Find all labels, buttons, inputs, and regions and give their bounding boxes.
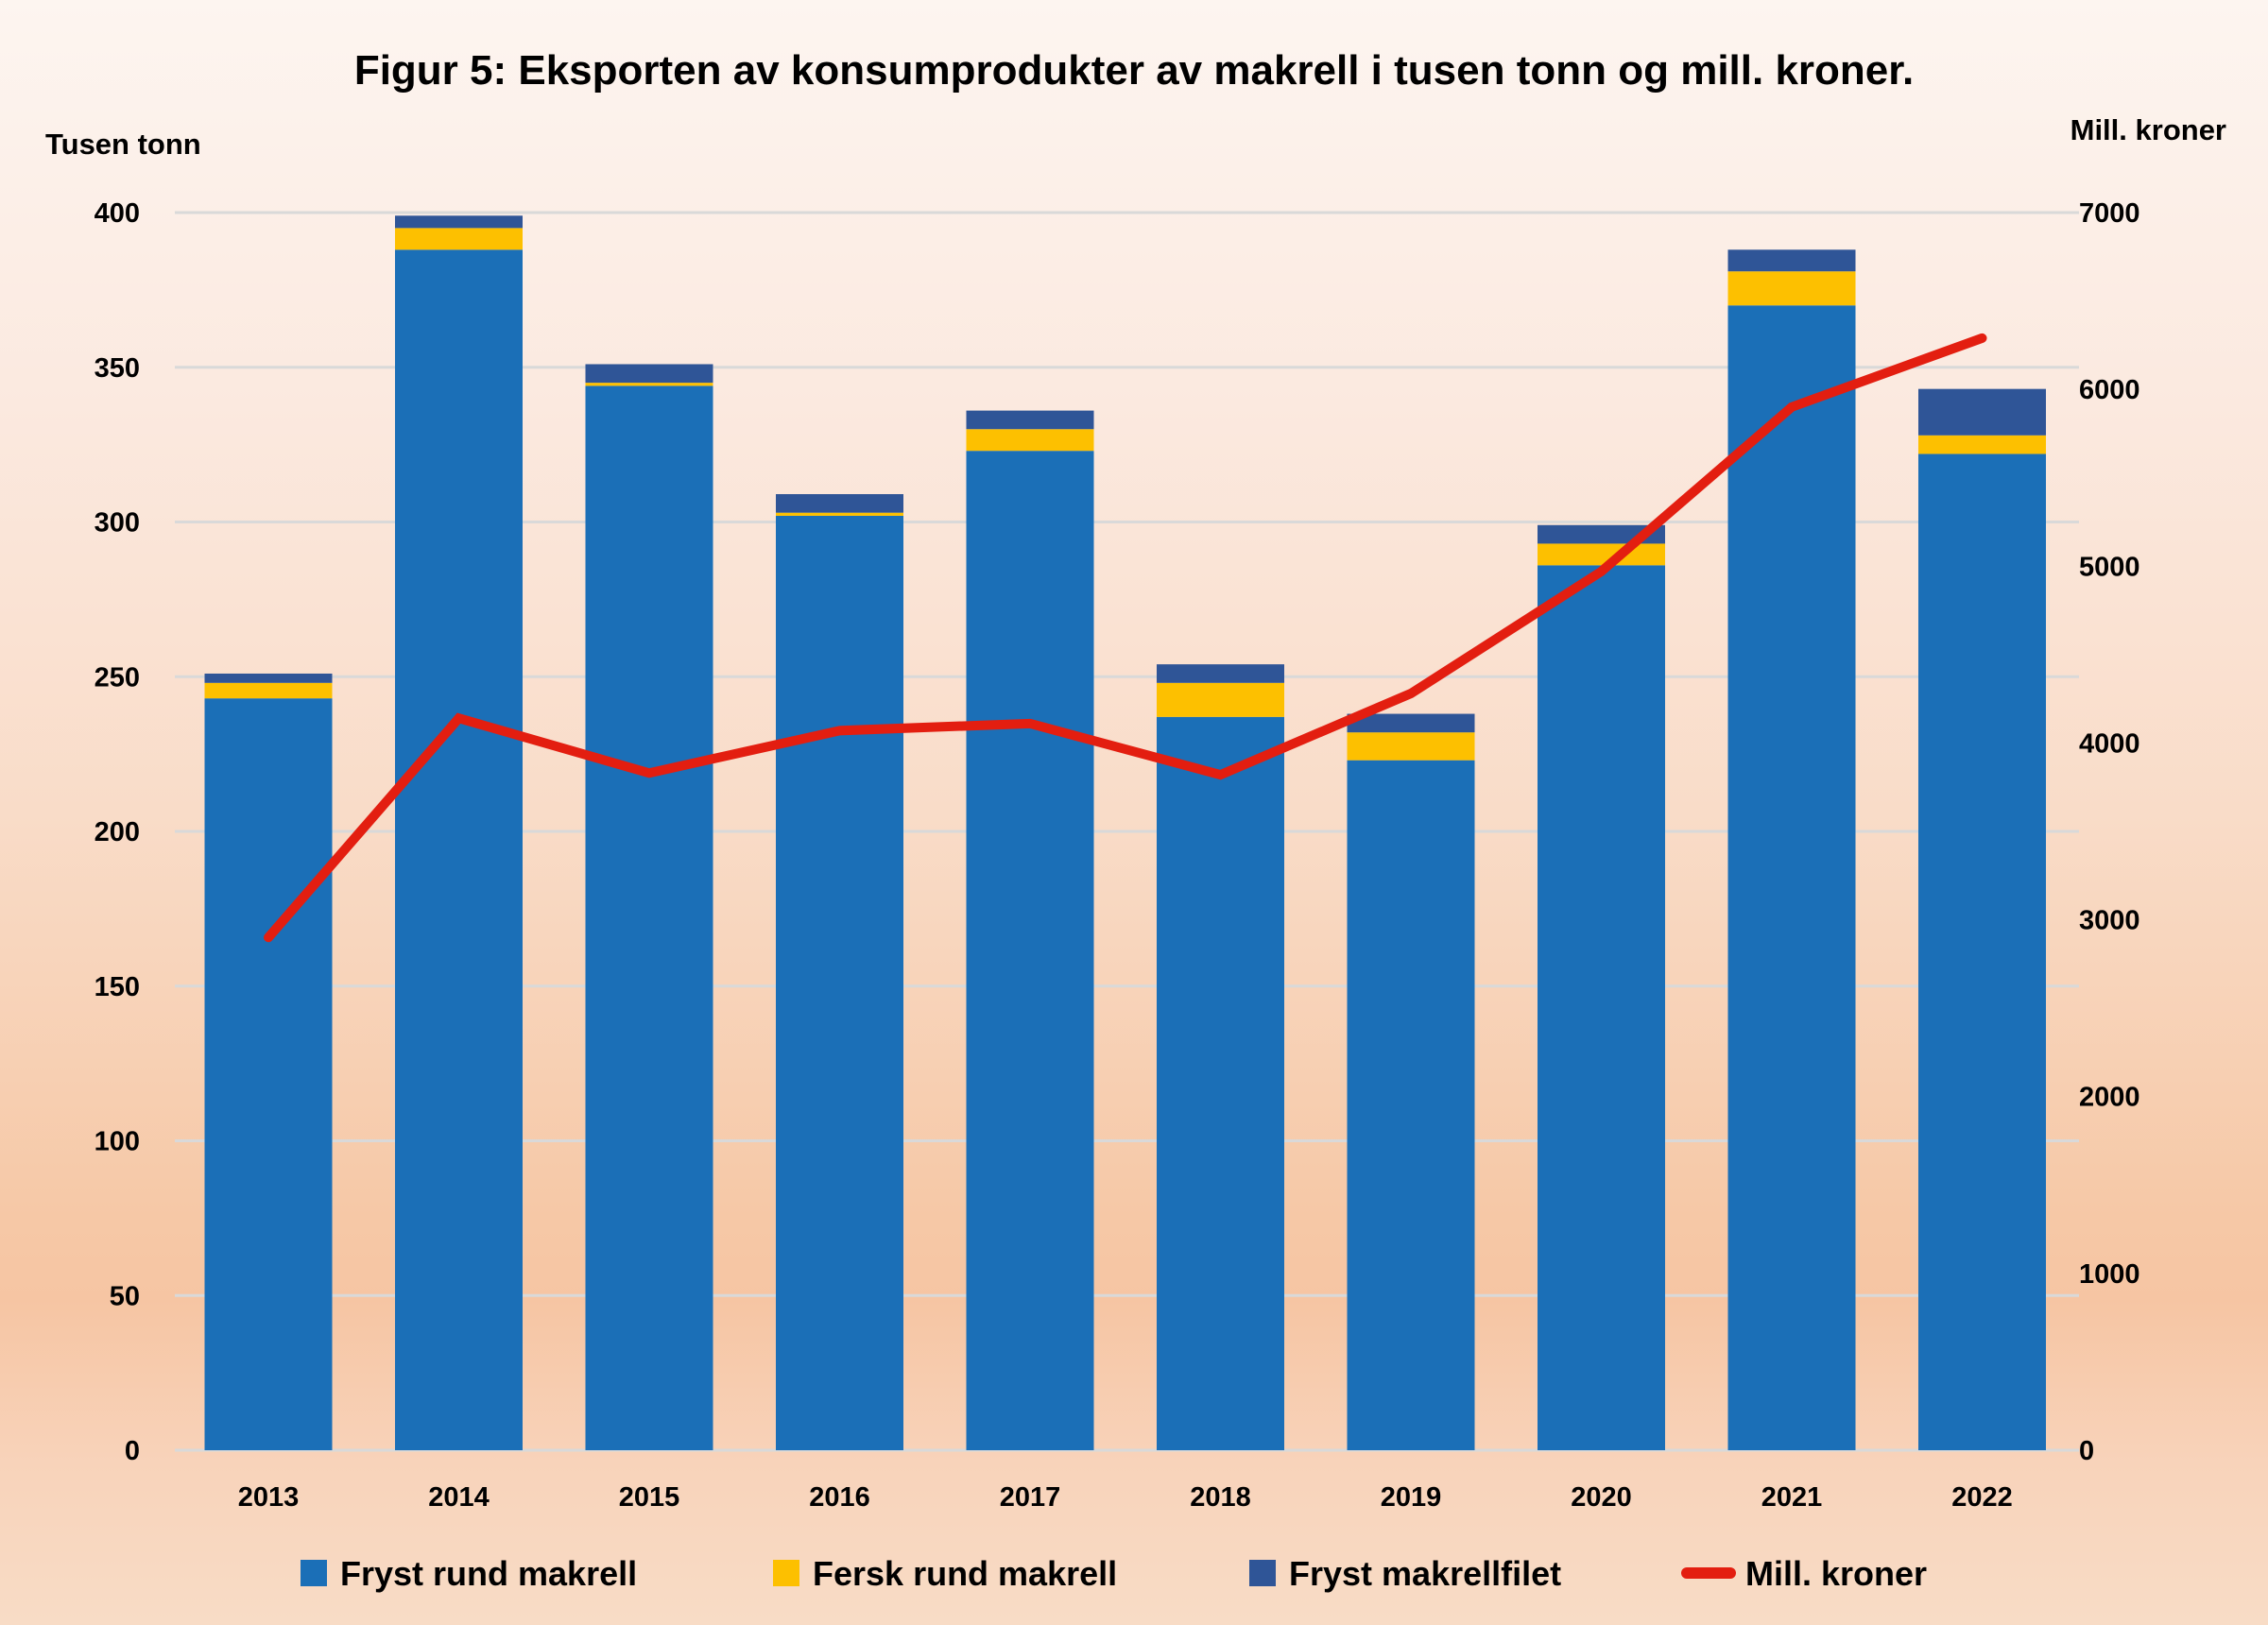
- x-tick-label: 2017: [1000, 1482, 1061, 1513]
- bar-segment-fersk-rund-makrell: [1347, 732, 1475, 761]
- y-tick-label-left: 350: [94, 353, 140, 384]
- bar-segment-fryst-rund-makrell: [966, 451, 1094, 1450]
- bar-segment-fersk-rund-makrell: [585, 383, 713, 386]
- x-tick-label: 2019: [1381, 1482, 1442, 1513]
- y-axis-right: 0 1000 2000 3000 4000 5000 6000 7000: [2079, 198, 2140, 1466]
- y-tick-label-right: 0: [2079, 1436, 2094, 1466]
- legend-swatch: [1249, 1560, 1276, 1586]
- y-tick-label-left: 200: [94, 817, 140, 847]
- bar-segment-fryst-rund-makrell: [1918, 453, 2046, 1451]
- bar-segment-fryst-makrellfilet: [1347, 713, 1475, 733]
- bar-segment-fersk-rund-makrell: [395, 228, 523, 250]
- y-tick-label-right: 2000: [2079, 1083, 2140, 1113]
- legend-label: Fryst rund makrell: [340, 1554, 637, 1593]
- y-axis-left-title: Tusen tonn: [45, 128, 201, 161]
- x-tick-label: 2021: [1761, 1482, 1823, 1513]
- bar-segment-fryst-rund-makrell: [585, 385, 713, 1450]
- bar-segment-fryst-makrellfilet: [776, 494, 903, 513]
- legend: Fryst rund makrell Fersk rund makrell Frys…: [301, 1554, 1927, 1593]
- x-tick-label: 2020: [1571, 1482, 1632, 1513]
- bar-segment-fryst-rund-makrell: [204, 698, 333, 1450]
- bar-segment-fersk-rund-makrell: [776, 512, 903, 516]
- y-tick-label-right: 7000: [2079, 198, 2140, 229]
- y-tick-label-right: 4000: [2079, 728, 2140, 759]
- bar-segment-fryst-rund-makrell: [395, 249, 523, 1450]
- bar-segment-fersk-rund-makrell: [1727, 271, 1856, 306]
- bar-segment-fryst-rund-makrell: [776, 515, 903, 1450]
- y-tick-label-right: 1000: [2079, 1259, 2140, 1290]
- x-tick-label: 2016: [809, 1482, 870, 1513]
- y-tick-label-left: 100: [94, 1127, 140, 1157]
- y-tick-label-right: 5000: [2079, 552, 2140, 582]
- x-tick-label: 2022: [1951, 1482, 2013, 1513]
- line-series-mill-kroner: [264, 333, 1987, 943]
- x-axis: 2013 2014 2015 2016 2017 2018 2019 2020 2021 2022: [238, 1482, 2013, 1513]
- bar-segment-fryst-makrellfilet: [395, 215, 523, 229]
- legend-swatch: [301, 1560, 327, 1586]
- y-tick-label-left: 0: [125, 1436, 140, 1466]
- y-axis-right-title: Mill. kroner: [2070, 113, 2226, 146]
- x-tick-label: 2018: [1190, 1482, 1251, 1513]
- bar-segment-fersk-rund-makrell: [966, 429, 1094, 452]
- x-tick-label: 2013: [238, 1482, 300, 1513]
- bar-segment-fersk-rund-makrell: [1157, 682, 1284, 717]
- y-axis-left: 0 50 100 150 200 250 300 350 400: [94, 198, 140, 1466]
- y-tick-label-right: 6000: [2079, 375, 2140, 405]
- x-tick-label: 2015: [619, 1482, 680, 1513]
- y-tick-label-right: 3000: [2079, 906, 2140, 936]
- bar-segment-fryst-rund-makrell: [1538, 565, 1665, 1450]
- bar-segment-fryst-makrellfilet: [1727, 249, 1856, 272]
- bar-segment-fersk-rund-makrell: [1538, 543, 1665, 566]
- y-tick-label-left: 150: [94, 972, 140, 1002]
- legend-label: Fersk rund makrell: [813, 1554, 1117, 1593]
- y-tick-label-left: 400: [94, 198, 140, 229]
- bar-segment-fryst-makrellfilet: [204, 673, 333, 683]
- bar-segment-fersk-rund-makrell: [1918, 435, 2046, 454]
- bar-segment-fryst-makrellfilet: [966, 410, 1094, 430]
- bar-segment-fryst-makrellfilet: [1157, 664, 1284, 683]
- bar-segment-fryst-rund-makrell: [1157, 716, 1284, 1450]
- bar-segment-fryst-makrellfilet: [1918, 388, 2046, 436]
- value-line: [264, 333, 1987, 943]
- bar-segment-fryst-rund-makrell: [1347, 760, 1475, 1450]
- bar-segment-fryst-makrellfilet: [585, 364, 713, 384]
- legend-label: Mill. kroner: [1745, 1554, 1927, 1593]
- y-tick-label-left: 250: [94, 662, 140, 693]
- bar-segment-fersk-rund-makrell: [204, 682, 333, 699]
- chart-title: Figur 5: Eksporten av konsumprodukter av…: [354, 47, 1914, 94]
- y-tick-label-left: 50: [110, 1281, 140, 1311]
- bar-segment-fryst-rund-makrell: [1727, 305, 1856, 1450]
- bars: [204, 215, 2046, 1451]
- x-tick-label: 2014: [428, 1482, 490, 1513]
- y-tick-label-left: 300: [94, 508, 140, 539]
- legend-swatch: [773, 1560, 799, 1586]
- legend-label: Fryst makrellfilet: [1289, 1554, 1561, 1593]
